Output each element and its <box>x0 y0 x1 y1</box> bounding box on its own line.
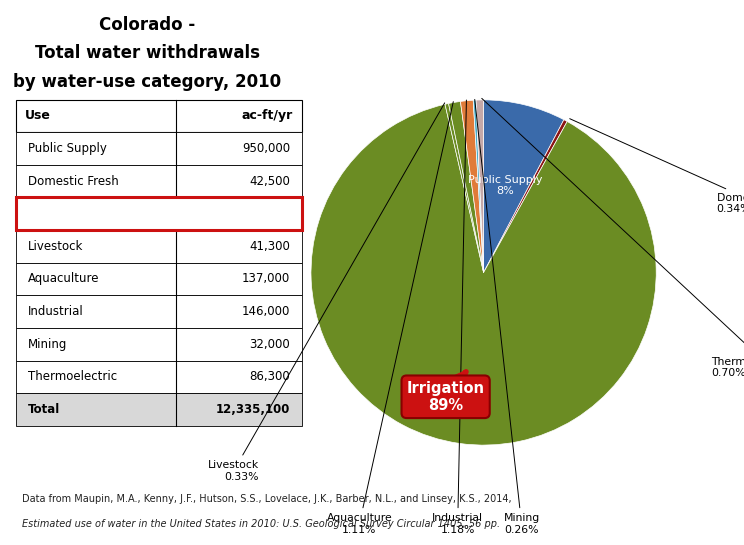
Wedge shape <box>473 100 484 272</box>
Text: Domestic Fresh
0.34%: Domestic Fresh 0.34% <box>570 119 744 214</box>
Text: Industrial
1.18%: Industrial 1.18% <box>432 100 483 535</box>
Text: 146,000: 146,000 <box>242 305 290 318</box>
Text: 86,300: 86,300 <box>249 371 290 383</box>
Text: ac-ft/yr: ac-ft/yr <box>242 110 293 123</box>
Wedge shape <box>311 104 656 445</box>
Text: Data from Maupin, M.A., Kenny, J.F., Hutson, S.S., Lovelace, J.K., Barber, N.L.,: Data from Maupin, M.A., Kenny, J.F., Hut… <box>22 494 512 504</box>
Wedge shape <box>484 120 567 272</box>
Bar <box>16 393 302 426</box>
Wedge shape <box>449 101 484 272</box>
Bar <box>16 165 302 197</box>
Text: Use: Use <box>25 110 51 123</box>
Text: 41,300: 41,300 <box>249 240 290 253</box>
Text: Total water withdrawals: Total water withdrawals <box>35 45 260 63</box>
Text: Mining: Mining <box>28 338 68 351</box>
Text: Total: Total <box>28 403 60 416</box>
Text: Thermoelectric Power
0.70%: Thermoelectric Power 0.70% <box>482 99 744 378</box>
Wedge shape <box>461 100 484 272</box>
Text: Thermoelectric: Thermoelectric <box>28 371 118 383</box>
Wedge shape <box>476 100 484 272</box>
Text: 12,335,100: 12,335,100 <box>216 403 290 416</box>
Bar <box>16 295 302 328</box>
Text: Livestock
0.33%: Livestock 0.33% <box>208 103 445 482</box>
Text: Estimated use of water in the United States in 2010: U.S. Geological Survey Circ: Estimated use of water in the United Sta… <box>22 519 501 529</box>
Text: 32,000: 32,000 <box>249 338 290 351</box>
Text: 950,000: 950,000 <box>242 142 290 155</box>
Text: Colorado -: Colorado - <box>99 16 196 34</box>
Text: Public Supply
8%: Public Supply 8% <box>468 174 542 196</box>
Bar <box>16 197 302 230</box>
Text: Aquaculture
1.11%: Aquaculture 1.11% <box>327 102 453 535</box>
Text: Irrigation
89%: Irrigation 89% <box>407 372 484 413</box>
Text: Livestock: Livestock <box>28 240 83 253</box>
Text: Irrigation: Irrigation <box>28 207 83 220</box>
Text: Public Supply: Public Supply <box>28 142 107 155</box>
Text: 10,900,000: 10,900,000 <box>223 207 290 220</box>
Text: 42,500: 42,500 <box>249 174 290 187</box>
Bar <box>16 328 302 361</box>
Bar <box>16 100 302 132</box>
Text: Industrial: Industrial <box>28 305 84 318</box>
Text: Domestic Fresh: Domestic Fresh <box>28 174 119 187</box>
Wedge shape <box>484 100 564 272</box>
Text: 137,000: 137,000 <box>242 272 290 286</box>
Wedge shape <box>445 104 484 272</box>
Text: Aquaculture: Aquaculture <box>28 272 100 286</box>
Bar <box>16 361 302 393</box>
Bar <box>16 197 302 230</box>
Bar <box>16 230 302 263</box>
Bar <box>16 263 302 295</box>
Text: Mining
0.26%: Mining 0.26% <box>475 99 539 535</box>
Bar <box>16 132 302 165</box>
Text: by water-use category, 2010: by water-use category, 2010 <box>13 73 281 91</box>
